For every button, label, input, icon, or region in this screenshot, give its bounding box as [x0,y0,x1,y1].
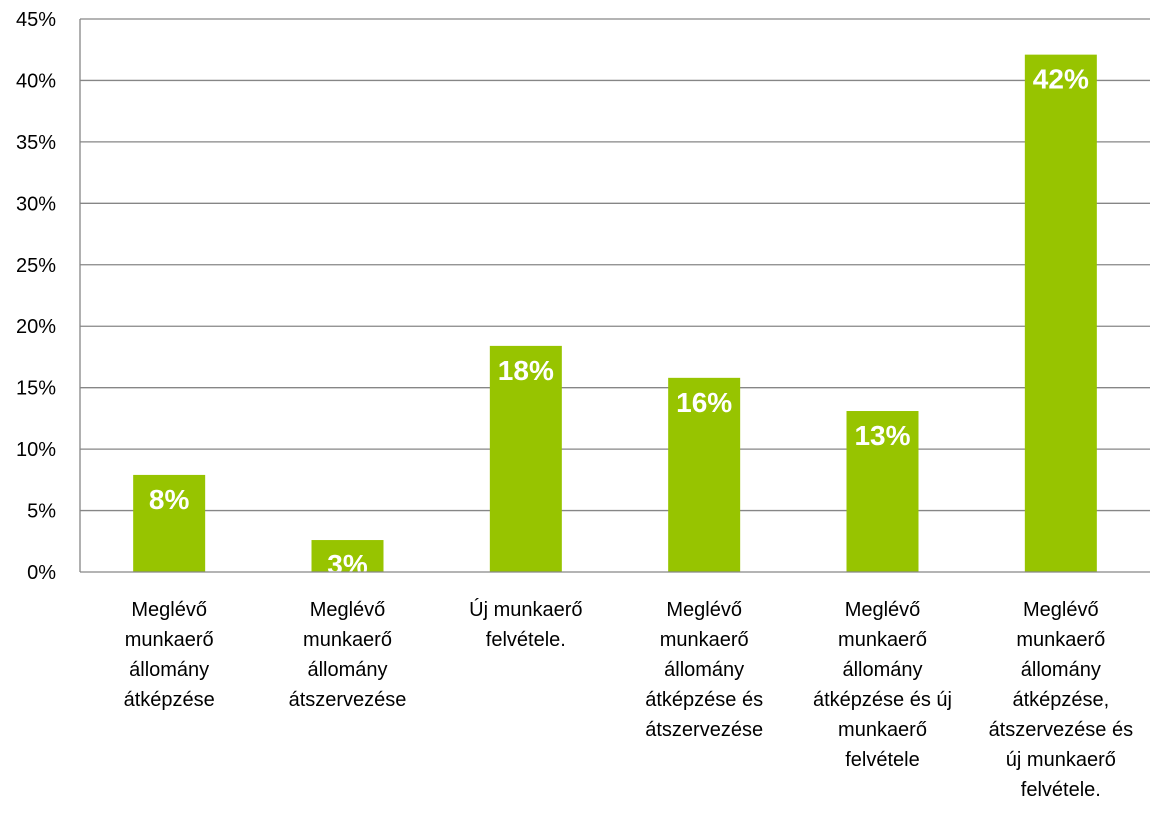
category-label: Meglévő munkaerő állomány átképzése és átsze… [645,599,763,741]
category-label-line: átszervezése és [989,719,1134,741]
category-label-line: munkaerő [125,629,214,651]
category-label-line: átszervezése [645,719,763,741]
category-label-line: állomány [664,659,744,681]
category-label-line: Meglévő [310,599,386,621]
category-label-line: munkaerő [838,719,927,741]
category-label: Meglévő munkaerő állomány átszervezése [289,599,407,711]
category-label-line: átképzése és új [813,689,952,711]
bar [668,377,741,572]
y-tick-label: 35% [16,132,56,154]
category-label-line: Meglévő [1023,599,1099,621]
category-label: Meglévő munkaerő állomány átképzése [124,599,215,711]
category-label-line: állomány [129,659,209,681]
bar [489,345,562,572]
category-label-line: felvétele. [486,629,566,651]
category-label-line: állomány [1021,659,1101,681]
bar [133,474,206,572]
bars [133,54,1097,573]
data-label: 13% [854,420,910,451]
category-label-line: munkaerő [660,629,749,651]
category-label-line: állomány [842,659,922,681]
category-label-line: Meglévő [666,599,742,621]
data-label: 42% [1033,64,1089,95]
data-label: 18% [498,355,554,386]
y-axis-tick-labels: 0% 5% 10% 15% 20% 25% 30% 35% 40% 45% [16,9,56,584]
data-label: 3% [327,549,368,580]
category-label-line: új munkaerő [1006,749,1116,771]
bar [311,540,384,572]
x-axis-category-labels: Meglévő munkaerő állomány átképzése Meglévő m… [124,598,1134,801]
category-label-line: Meglévő [131,599,207,621]
y-tick-label: 25% [16,255,56,277]
category-label-line: munkaerő [1016,629,1105,651]
data-label: 8% [149,484,190,515]
y-tick-label: 20% [16,316,56,338]
category-label-line: állomány [307,659,387,681]
category-label-line: átképzése [124,689,215,711]
category-label: Új munkaerő felvétele. [469,598,582,651]
category-label-line: munkaerő [838,629,927,651]
bar [846,411,919,572]
y-tick-label: 10% [16,439,56,461]
y-tick-label: 45% [16,9,56,31]
gridlines [80,18,1150,512]
y-tick-label: 0% [27,562,56,584]
data-label: 16% [676,387,732,418]
y-tick-label: 15% [16,378,56,400]
category-label-line: munkaerő [303,629,392,651]
bar [1024,54,1097,573]
category-label: Meglévő munkaerő állomány átképzése és új mu… [813,599,952,771]
y-tick-label: 30% [16,193,56,215]
category-label: Meglévő munkaerő állomány átképzése, átszerv… [989,599,1134,801]
category-label-line: Meglévő [845,599,921,621]
y-tick-label: 5% [27,501,56,523]
data-labels: 8% 3% 18% 16% 13% 42% [149,64,1089,580]
category-label-line: átképzése és [645,689,763,711]
category-label-line: felvétele. [1021,779,1101,801]
category-label-line: felvétele [845,749,920,771]
y-tick-label: 40% [16,70,56,92]
category-label-line: átszervezése [289,689,407,711]
category-label-line: átképzése, [1012,689,1109,711]
axes [79,19,1150,573]
category-label-line: Új munkaerő [469,598,582,621]
